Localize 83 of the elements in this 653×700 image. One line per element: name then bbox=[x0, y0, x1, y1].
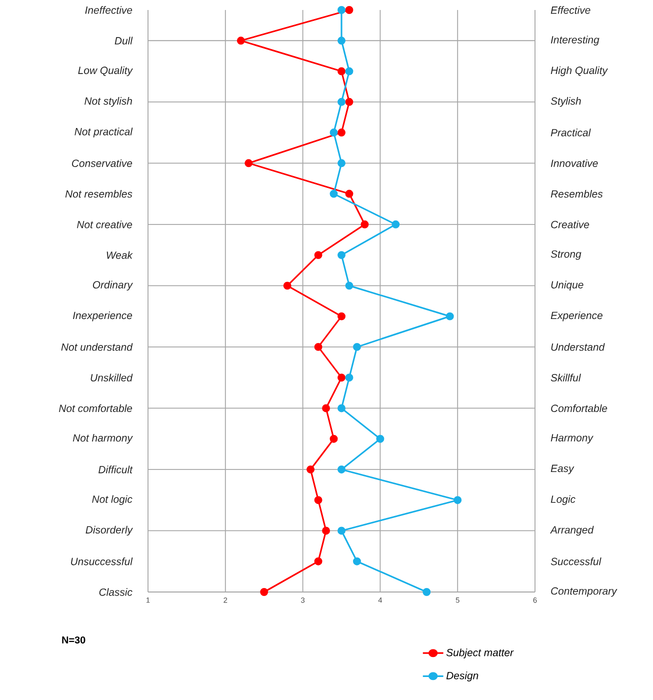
legend-label: Design bbox=[446, 672, 478, 682]
point bbox=[236, 36, 245, 45]
y-tick-label: Ineffective bbox=[85, 6, 132, 14]
point bbox=[345, 6, 354, 14]
y2-tick-label: Innovative bbox=[550, 159, 598, 168]
y2-tick-label: Understand bbox=[551, 343, 605, 351]
point bbox=[330, 128, 338, 137]
y2-tick-label: Strong bbox=[550, 250, 582, 260]
point bbox=[446, 312, 454, 320]
y2-tick-label: Stylish bbox=[550, 97, 581, 107]
y-tick-label: Not logic bbox=[92, 495, 132, 505]
point bbox=[454, 496, 462, 504]
point bbox=[345, 67, 354, 76]
point bbox=[314, 342, 322, 351]
point bbox=[338, 98, 346, 106]
y-tick-label: Not stylish bbox=[84, 97, 132, 107]
y2-tick-label: Practical bbox=[550, 128, 591, 136]
y-tick-label: Not understand bbox=[61, 343, 133, 351]
point bbox=[338, 404, 346, 412]
y-tick-label: Difficult bbox=[98, 466, 133, 474]
y2-tick-label: Resembles bbox=[550, 190, 603, 198]
text: N=30 bbox=[62, 636, 86, 644]
point bbox=[392, 220, 400, 228]
y-tick-label: Weak bbox=[106, 251, 133, 259]
y2-tick-label: Skillful bbox=[550, 374, 581, 382]
point bbox=[338, 6, 346, 14]
point bbox=[260, 588, 268, 596]
y-tick-label: Classic bbox=[99, 588, 132, 596]
point bbox=[376, 434, 384, 443]
point bbox=[345, 282, 354, 290]
y-tick-label: Not comfortable bbox=[58, 404, 132, 412]
y2-tick-label: Unique bbox=[551, 280, 584, 291]
y-tick-label: Ordinary bbox=[92, 280, 133, 291]
legend-label: Subject matter bbox=[446, 648, 514, 658]
y2-tick-label: Successful bbox=[550, 558, 602, 566]
y2-tick-label: Harmony bbox=[550, 434, 594, 444]
point bbox=[338, 251, 346, 260]
y2-tick-label: Easy bbox=[550, 464, 574, 474]
y-tick-label: Not practical bbox=[74, 128, 133, 138]
y2-tick-label: Effective bbox=[550, 6, 590, 14]
point bbox=[360, 220, 369, 228]
y2-tick-label: Interesting bbox=[550, 36, 600, 46]
point bbox=[338, 374, 346, 382]
y2-tick-label: Contemporary bbox=[551, 587, 618, 597]
point bbox=[314, 251, 322, 260]
y-tick-label: Dull bbox=[114, 36, 133, 44]
point bbox=[330, 434, 338, 443]
y2-tick-label: Logic bbox=[550, 495, 576, 505]
point bbox=[338, 128, 346, 137]
y2-tick-label: Arranged bbox=[550, 526, 594, 536]
y-tick-label: Not resembles bbox=[65, 190, 132, 198]
point bbox=[338, 312, 346, 320]
point bbox=[283, 282, 292, 290]
point bbox=[345, 98, 354, 106]
point bbox=[422, 588, 431, 596]
y2-tick-label: Comfortable bbox=[551, 404, 608, 412]
point bbox=[306, 465, 315, 474]
point bbox=[322, 404, 330, 412]
y-tick-label: Inexperience bbox=[72, 311, 132, 322]
point bbox=[338, 526, 346, 535]
point bbox=[330, 190, 338, 198]
y-tick-label: Unskilled bbox=[90, 374, 133, 382]
point bbox=[338, 36, 346, 45]
point bbox=[345, 374, 354, 382]
y-tick-label: Not creative bbox=[76, 220, 132, 228]
y2-tick-label: Creative bbox=[551, 220, 590, 228]
y2-tick-label: Experience bbox=[550, 311, 602, 322]
y-tick-label: Not harmony bbox=[72, 434, 133, 444]
point bbox=[322, 526, 330, 535]
point bbox=[345, 190, 354, 198]
y2-tick-label: High Quality bbox=[550, 66, 608, 76]
y-tick-label: Disorderly bbox=[86, 526, 133, 536]
point bbox=[352, 557, 361, 566]
point bbox=[352, 342, 361, 351]
point bbox=[338, 159, 346, 168]
point bbox=[338, 67, 346, 76]
point bbox=[244, 159, 253, 168]
y-tick-label: Conservative bbox=[72, 159, 132, 168]
y-tick-label: Unsuccessful bbox=[71, 558, 133, 566]
point bbox=[314, 496, 322, 504]
y-tick-label: Low Quality bbox=[78, 66, 133, 76]
point bbox=[338, 465, 346, 474]
point bbox=[314, 557, 322, 566]
